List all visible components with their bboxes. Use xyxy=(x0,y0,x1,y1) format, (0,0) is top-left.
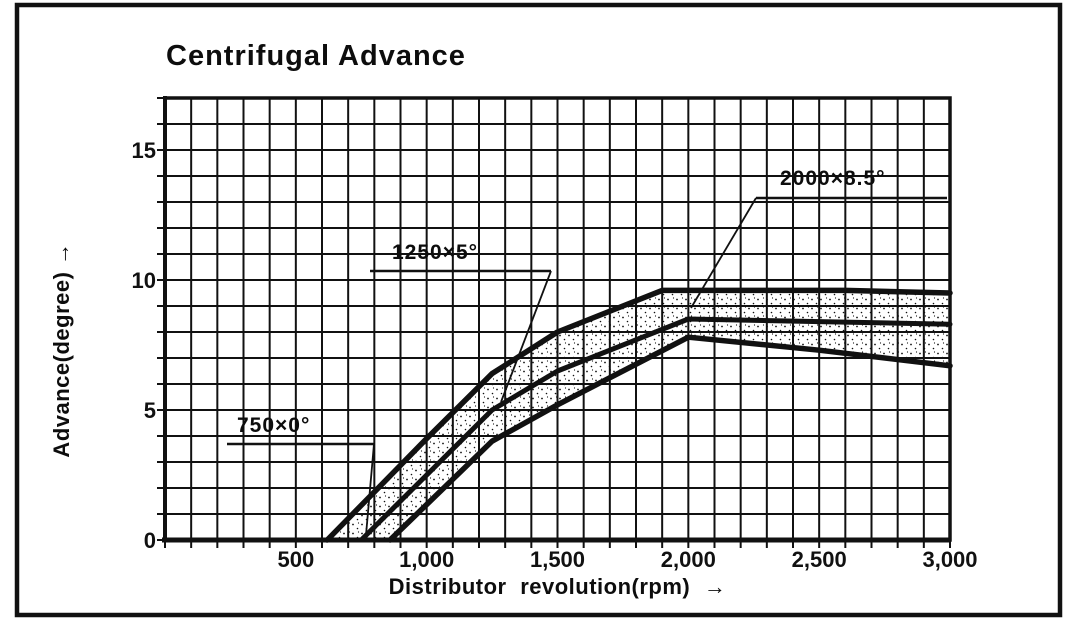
advance-curves xyxy=(324,287,953,543)
curve-lower-limit xyxy=(387,334,953,543)
annotation-leader-line xyxy=(365,443,375,536)
figure-border xyxy=(14,2,1063,618)
curve-upper-limit xyxy=(324,287,953,543)
plot-frame xyxy=(162,96,952,543)
chart-title: Centrifugal Advance xyxy=(166,40,466,72)
y-tick-label: 5 xyxy=(144,398,156,423)
annotation-1250x5: 1250×5° xyxy=(392,241,479,264)
curve-nominal xyxy=(358,316,953,543)
annotation-2000x8.5: 2000×8.5° xyxy=(780,167,886,190)
grid xyxy=(164,97,951,541)
x-axis-label: Distributor revolution(rpm) → xyxy=(388,574,727,599)
tolerance-band-fill xyxy=(327,290,950,540)
x-tick-label: 2,000 xyxy=(661,547,716,572)
x-tick-label: 1,000 xyxy=(399,547,454,572)
figure-border-rect xyxy=(14,2,1063,618)
y-tick-label: 0 xyxy=(144,528,156,553)
x-tick-label: 500 xyxy=(277,547,314,572)
x-tick-label: 2,500 xyxy=(792,547,847,572)
axis-ticks-and-labels: 500 1,000 1,500 2,000 2,500 3,000 0 5 10 15 xyxy=(132,97,978,572)
y-axis-label: Advance(degree) → xyxy=(49,242,74,458)
tolerance-band xyxy=(327,290,950,540)
annotation-leader-line xyxy=(500,270,552,403)
y-tick-label: 10 xyxy=(132,268,156,293)
annotation-leader-lines xyxy=(227,196,947,536)
x-tick-label: 1,500 xyxy=(530,547,585,572)
annotation-750x0: 750×0° xyxy=(237,414,311,437)
annotation-leader-line xyxy=(690,197,757,309)
x-tick-label: 3,000 xyxy=(922,547,977,572)
y-tick-label: 15 xyxy=(132,138,156,163)
